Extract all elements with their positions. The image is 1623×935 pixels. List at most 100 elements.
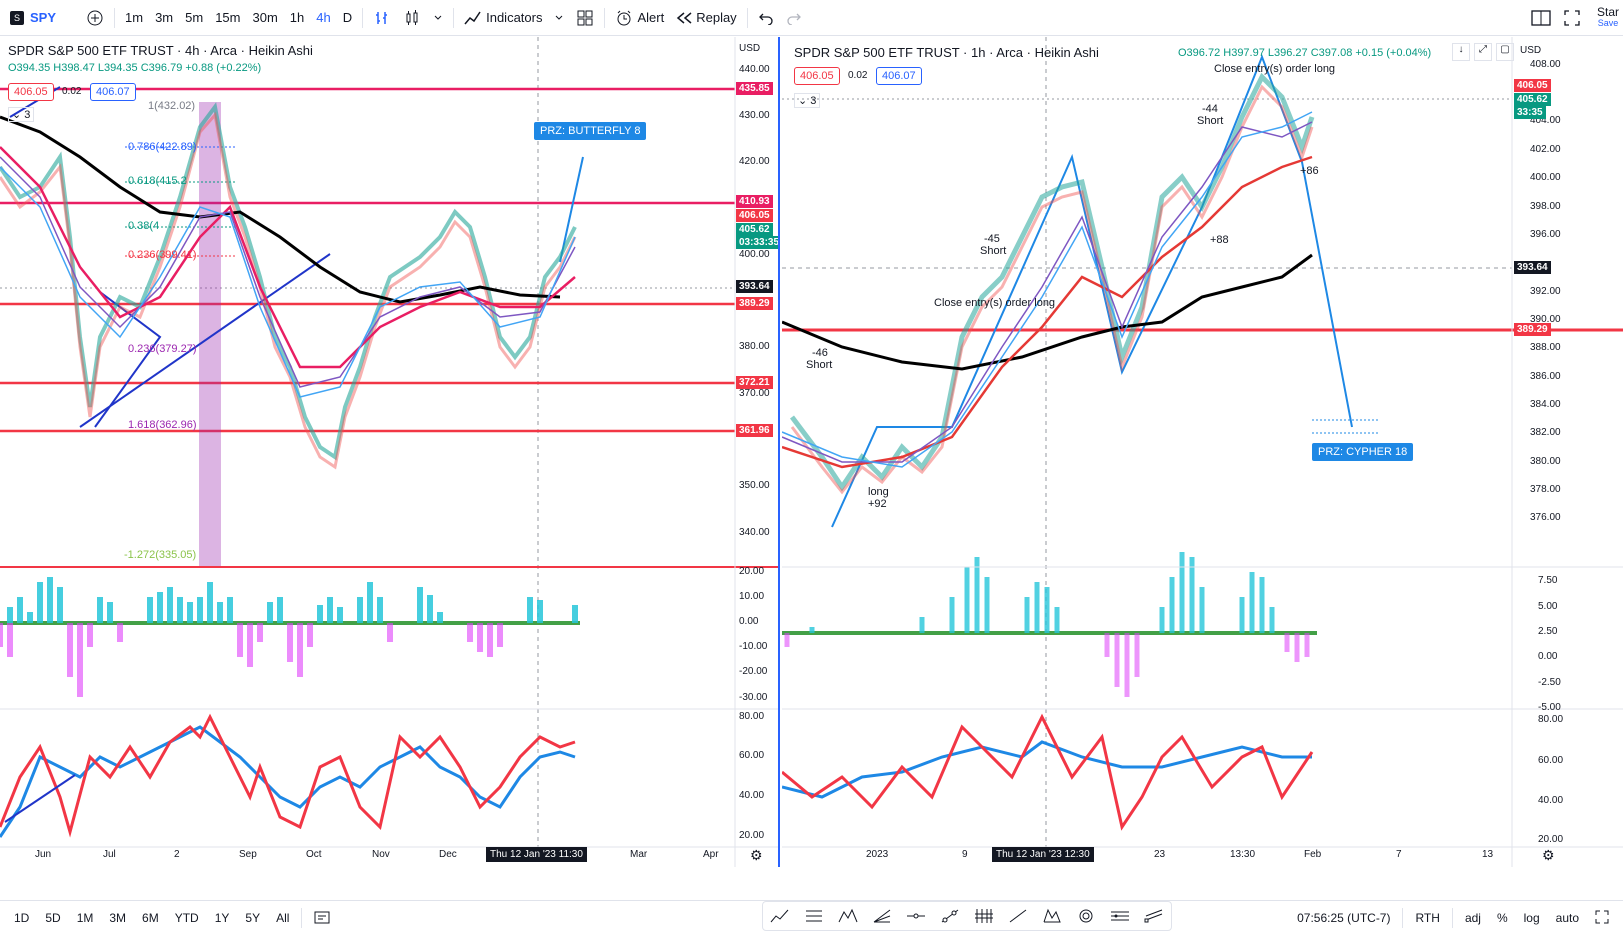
symbol-search[interactable]: S SPY (0, 4, 80, 32)
range-5d[interactable]: 5D (45, 911, 61, 925)
right-currency-label[interactable]: USD (1520, 45, 1542, 56)
fib-retracement-icon[interactable] (803, 905, 825, 927)
alert-button[interactable]: Alert (609, 4, 670, 32)
chevron-down-icon[interactable] (548, 4, 570, 32)
adj-toggle[interactable]: adj (1464, 911, 1481, 925)
right-time-tick: 7 (1396, 849, 1402, 860)
top-toolbar: S SPY 1m 3m 5m 15m 30m 1h 4h D Indicator… (0, 0, 1623, 36)
pattern-icon[interactable] (837, 905, 859, 927)
left-price-tick: 400.00 (739, 249, 770, 260)
right-settings-gear-icon[interactable]: ⚙ (1542, 847, 1555, 863)
rewind-icon (677, 11, 692, 24)
replay-button[interactable]: Replay (670, 4, 742, 32)
pitchfork-icon[interactable] (871, 905, 893, 927)
right-osc2-tick: 20.00 (1538, 834, 1564, 845)
interval-d[interactable]: D (342, 10, 353, 25)
redo-icon[interactable] (780, 4, 808, 32)
clock-label[interactable]: 07:56:25 (UTC-7) (1297, 911, 1391, 925)
range-5y[interactable]: 5Y (245, 911, 261, 925)
left-osc1-tick: 0.00 (739, 616, 759, 627)
right-time-tick: 9 (962, 849, 968, 860)
left-price-tag: 406.05 (736, 209, 773, 222)
right-price-tick: 400.00 (1530, 172, 1561, 183)
annotation-label: Short (806, 359, 833, 371)
range-1m[interactable]: 1M (76, 911, 94, 925)
right-chart-canvas[interactable] (782, 37, 1623, 867)
right-layers-toggle[interactable]: ⌄ 3 (794, 93, 821, 108)
right-ask-price[interactable]: 406.07 (876, 67, 922, 85)
interval-5m[interactable]: 5m (185, 10, 204, 25)
left-price-tick: 370.00 (739, 388, 770, 399)
range-1y[interactable]: 1Y (214, 911, 230, 925)
left-bid-price[interactable]: 406.05 (8, 83, 54, 101)
right-chart-pane[interactable]: SPDR S&P 500 ETF TRUST · 1h · Arca · Hei… (782, 37, 1623, 867)
drawing-tools-bar (762, 901, 1172, 931)
left-ask-price[interactable]: 406.07 (90, 83, 136, 101)
range-ytd[interactable]: YTD (174, 911, 199, 925)
left-currency-label[interactable]: USD (739, 43, 761, 54)
left-price-tick: 440.00 (739, 64, 770, 75)
left-layers-toggle[interactable]: ⌄ 3 (8, 107, 35, 122)
interval-1m[interactable]: 1m (125, 10, 144, 25)
chevron-down-icon[interactable] (427, 4, 449, 32)
undo-icon[interactable] (752, 4, 780, 32)
interval-1h[interactable]: 1h (289, 10, 305, 25)
left-price-tag: 410.93 (736, 195, 773, 208)
left-price-tick: 340.00 (739, 527, 770, 538)
xabcd-pattern-icon[interactable] (1041, 905, 1063, 927)
candles-icon[interactable] (397, 4, 427, 32)
left-price-tick: 420.00 (739, 156, 770, 167)
left-chart-pane[interactable]: SPDR S&P 500 ETF TRUST · 4h · Arca · Hei… (0, 37, 780, 867)
range-all[interactable]: All (276, 911, 290, 925)
ray-icon[interactable] (939, 905, 961, 927)
parallel-channel-icon[interactable] (1143, 905, 1165, 927)
range-6m[interactable]: 6M (142, 911, 159, 925)
right-price-tag: 389.29 (1514, 323, 1551, 336)
scroll-down-icon[interactable]: ↓ (1452, 43, 1470, 61)
percent-toggle[interactable]: % (1496, 911, 1508, 925)
interval-4h[interactable]: 4h (316, 10, 331, 25)
trend-line-icon[interactable] (1007, 905, 1029, 927)
date-range-icon[interactable] (306, 910, 338, 927)
bar-style-icon[interactable] (367, 4, 397, 32)
interval-30m[interactable]: 30m (252, 10, 278, 25)
left-time-tick: Nov (372, 849, 390, 860)
log-toggle[interactable]: log (1523, 911, 1540, 925)
templates-grid-icon[interactable] (570, 4, 600, 32)
spiral-icon[interactable] (1075, 905, 1097, 927)
session-toggle[interactable]: RTH (1415, 911, 1440, 925)
auto-toggle[interactable]: auto (1555, 911, 1579, 925)
fullscreen-icon[interactable] (1557, 4, 1587, 32)
regression-icon[interactable] (1109, 905, 1131, 927)
range-1d[interactable]: 1D (14, 911, 30, 925)
right-price-tick: 386.00 (1530, 371, 1561, 382)
fib-label: 1(432.02) (148, 100, 196, 112)
pane-square-icon[interactable]: ▢ (1496, 43, 1514, 61)
save-label: Save (1597, 17, 1619, 28)
maximize-icon[interactable]: ⤢ (1474, 43, 1492, 61)
trend-angle-icon[interactable] (769, 905, 791, 927)
left-price-tag: 03:33:35 (736, 236, 778, 249)
left-settings-gear-icon[interactable]: ⚙ (750, 847, 763, 863)
fullscreen-icon[interactable] (1587, 910, 1623, 927)
left-chart-canvas[interactable] (0, 37, 780, 867)
right-osc2-tick: 60.00 (1538, 755, 1564, 766)
save-button[interactable]: Star Save (1587, 4, 1623, 32)
right-price-tick: 392.00 (1530, 286, 1561, 297)
right-spread: 0.02 (848, 70, 868, 81)
divider (1402, 908, 1404, 928)
left-price-tag: 393.64 (736, 280, 773, 293)
right-price-tick: 388.00 (1530, 342, 1561, 353)
range-3m[interactable]: 3M (109, 911, 127, 925)
interval-15m[interactable]: 15m (215, 10, 241, 25)
right-bid-price[interactable]: 406.05 (794, 67, 840, 85)
indicators-button[interactable]: Indicators (458, 4, 548, 32)
compare-add-icon[interactable] (80, 4, 110, 32)
left-price-tag: 361.96 (736, 424, 773, 437)
interval-3m[interactable]: 3m (155, 10, 174, 25)
annotation-label: -44 (1202, 103, 1218, 115)
layout-split-icon[interactable] (1525, 4, 1557, 32)
horizontal-line-icon[interactable] (905, 905, 927, 927)
fib-label: -1.272(335.05) (124, 549, 197, 561)
gann-fan-icon[interactable] (973, 905, 995, 927)
